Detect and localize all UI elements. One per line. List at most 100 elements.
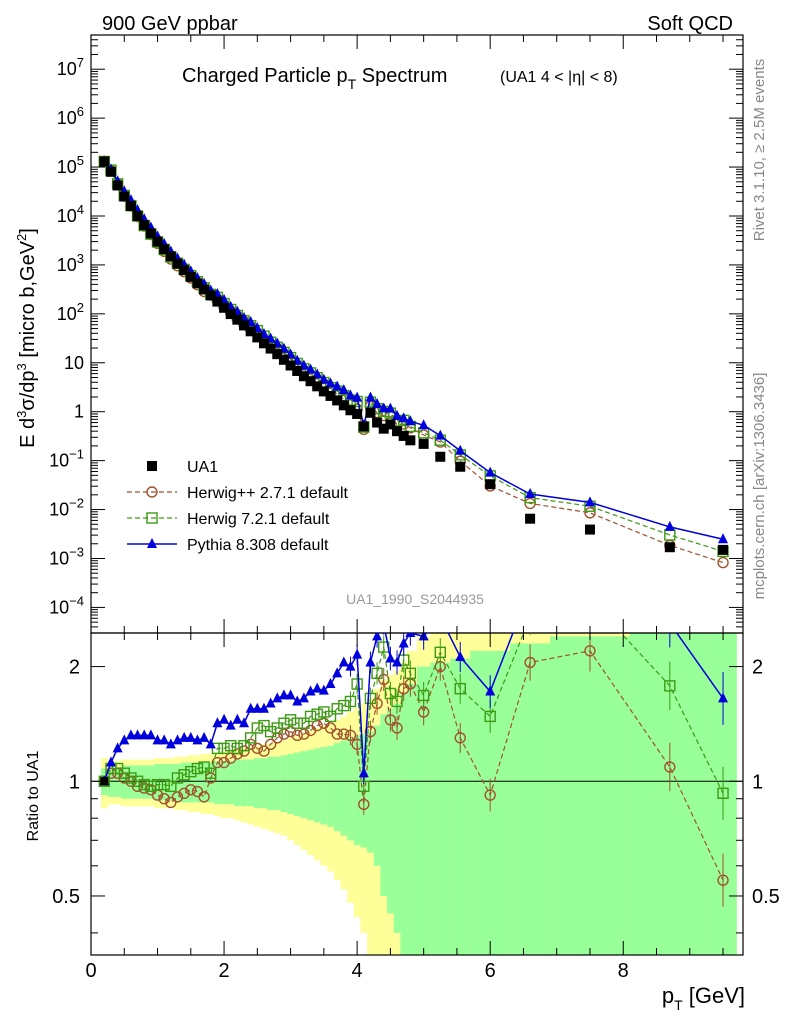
pythia-point [418, 419, 429, 430]
pythia-point [365, 391, 376, 402]
band-inner [234, 759, 242, 807]
herwigpp-ratio-point [344, 729, 357, 742]
band-inner [273, 756, 282, 811]
band-inner [267, 756, 275, 811]
axes: 0 2 4 6 810710610510410310210110−110−210−310… [49, 34, 780, 982]
legend-item-herwig7: Herwig 7.2.1 default [127, 511, 330, 528]
herwigpp-ratio-point [165, 796, 177, 809]
herwigpp-ratio-point [331, 728, 343, 740]
band-inner [293, 752, 302, 817]
herwigpp-ratio-point [484, 789, 496, 801]
herwig7-ratio-point [231, 742, 244, 755]
herwig7-ratio-point [364, 692, 377, 705]
pythia-point [378, 402, 389, 413]
data-point [405, 435, 416, 446]
pythia-ratio-point [245, 702, 256, 713]
data-point [199, 284, 210, 295]
pythia-ratio-point [252, 702, 263, 713]
herwig7-ratio-point [284, 714, 297, 726]
ratio-tick-label-left: 0.5 [52, 886, 80, 908]
y-tick-base: 10 [57, 255, 77, 275]
pythia-ratio-point [185, 731, 196, 742]
herwigpp-ratio-point [178, 787, 190, 799]
data-point [265, 343, 276, 354]
band-inner [313, 748, 322, 823]
pythia-ratio-point [338, 656, 349, 667]
pythia-point [392, 409, 403, 420]
y-tick-base: 10 [49, 500, 69, 520]
y-tick-label: 10−3 [49, 544, 84, 568]
pythia-ratio-point [372, 633, 383, 641]
herwigpp-ratio-point [264, 738, 277, 751]
data-point [385, 419, 396, 430]
herwig7-ratio-point [484, 710, 496, 723]
data-point [185, 271, 196, 282]
pythia-ratio-point [358, 767, 369, 778]
band-inner [187, 762, 195, 803]
band-inner [194, 762, 202, 803]
band-inner [120, 765, 129, 799]
data-point [258, 338, 269, 349]
data-point [152, 236, 163, 247]
data-point [232, 314, 243, 325]
y-axis-label: E d3σ/dp3 [micro b,GeV2] [14, 228, 39, 448]
herwigpp-ratio-point [211, 756, 224, 769]
y-tick-exp: 4 [77, 202, 84, 217]
legend: UA1 Herwig++ 2.7.1 default Herwig 7.2.1 de… [127, 459, 349, 554]
herwigpp-point [524, 497, 536, 510]
data-point [252, 332, 263, 343]
herwig7-ratio-point [304, 710, 317, 723]
y-tick-base: 1 [74, 402, 84, 422]
legend-marker [146, 486, 158, 498]
herwig7-ratio-point [158, 778, 170, 791]
pythia-ratio-point [172, 734, 183, 745]
y-tick-label: 106 [57, 104, 84, 128]
pythia-point [455, 444, 466, 455]
y-tick-exp: −3 [69, 544, 84, 559]
legend-marker [147, 461, 157, 471]
herwigpp-ratio-point [171, 791, 184, 803]
data-point [525, 513, 536, 524]
band-inner [220, 761, 228, 805]
herwigpp-ratio-point [158, 793, 170, 805]
data-point [298, 371, 309, 382]
pythia-ratio-point [105, 756, 116, 767]
data-point [219, 302, 230, 313]
data-point [132, 210, 143, 221]
data-point [372, 417, 383, 428]
herwigpp-point [717, 556, 729, 569]
band-inner [430, 662, 451, 955]
band-inner [407, 684, 418, 955]
band-inner [134, 765, 142, 799]
herwig7-ratio-point [417, 689, 430, 702]
y-tick-base: 10 [57, 206, 77, 226]
herwig7-ratio-point [585, 594, 595, 604]
y-tick-exp: −2 [69, 496, 84, 511]
pythia-ratio-point [139, 729, 150, 740]
main-series [98, 155, 729, 569]
pythia-point [525, 487, 536, 498]
band-inner [160, 764, 169, 801]
band-inner [393, 703, 401, 933]
y-label-f: 2 [14, 234, 29, 241]
legend-item-data: UA1 [147, 459, 218, 476]
herwig7-ratio-point [331, 703, 343, 715]
herwigpp-ratio-point [251, 742, 264, 755]
data-point [245, 326, 256, 337]
pythia-ratio-point [165, 738, 176, 749]
pythia-ratio-point [385, 652, 396, 663]
herwigpp-ratio-point [524, 656, 536, 669]
pythia-ratio-point [525, 583, 535, 593]
band-inner [227, 761, 235, 805]
band-inner [300, 751, 308, 819]
pythia-point [584, 496, 595, 507]
pythia-ratio-point [352, 648, 363, 659]
pythia-ratio-point [132, 729, 143, 740]
header-right: Soft QCD [647, 13, 733, 35]
y-tick-base: 10 [49, 548, 69, 568]
herwig7-ratio-point [218, 742, 230, 755]
y-tick-exp: −1 [69, 447, 84, 462]
data-point [455, 461, 466, 472]
data-point [119, 191, 130, 202]
